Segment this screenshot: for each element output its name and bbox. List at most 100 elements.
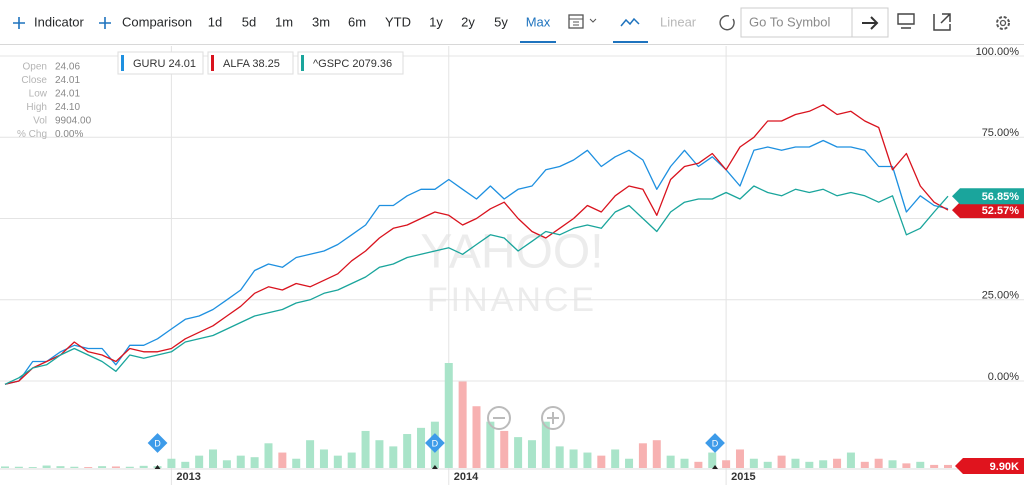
zoom-in[interactable] (541, 406, 565, 430)
event-tick (431, 465, 438, 469)
volume-bar (361, 430, 370, 468)
indicator-button[interactable]: Indicator (34, 14, 85, 29)
volume-bar (111, 466, 120, 468)
popout-icon[interactable] (933, 13, 951, 31)
volume-bar (458, 381, 467, 468)
volume-bar (125, 466, 134, 468)
quote-label: High (26, 102, 47, 113)
scale-toggle[interactable]: Linear (660, 14, 697, 29)
event-marker[interactable] (424, 433, 445, 453)
volume-bar (652, 440, 661, 468)
legend-swatch (211, 55, 214, 71)
volume-bar (527, 440, 536, 468)
range-group: 1d 5d 1m 3m 6m YTD 1y 2y 5y Max (208, 14, 556, 43)
reset-icon[interactable] (719, 15, 735, 31)
zoom-in-icon (547, 412, 559, 424)
comparison-button[interactable]: Comparison (122, 14, 192, 29)
toolbar: Indicator Comparison 1d 5d 1m 3m 6m YTD 1y 2y 5y… (0, 7, 1024, 45)
volume-bar (14, 466, 23, 468)
volume-bar (319, 449, 328, 468)
volume-bar (819, 460, 828, 468)
volume-bar (541, 421, 550, 468)
quote-value: 24.01 (55, 89, 80, 100)
volume-bar (583, 452, 592, 468)
volume-bar (930, 464, 939, 468)
quote-label: Vol (33, 116, 47, 127)
volume-bar (209, 449, 218, 468)
y-tick-label: 100.00% (976, 46, 1020, 58)
volume-bar (472, 406, 481, 468)
legend: GURU 24.01 ALFA 38.25 ^GSPC 2079.36 (117, 51, 404, 75)
zoom-out[interactable] (487, 406, 511, 430)
go-button[interactable] (862, 16, 879, 30)
range-button[interactable]: 2y (461, 14, 475, 29)
volume-bar (70, 466, 79, 468)
volume-bar (569, 449, 578, 468)
volume-bar (944, 464, 952, 468)
legend-name: ALFA (223, 58, 251, 70)
volume-bar (611, 449, 620, 468)
settings-icon[interactable] (996, 16, 1010, 30)
x-tick-label: 2013 (176, 471, 200, 483)
legend-price: 2079.36 (352, 58, 392, 70)
y-tick-label: 25.00% (982, 290, 1020, 302)
x-tick-label: 2014 (454, 471, 479, 483)
volume-bar (805, 461, 814, 468)
volume-bar (56, 466, 65, 468)
range-button[interactable]: Max (526, 14, 551, 29)
volume-bar (278, 452, 287, 468)
volume-bar (860, 461, 869, 468)
volume-bar (1, 466, 9, 468)
range-button[interactable]: 1d (208, 14, 222, 29)
series-line (4, 104, 949, 385)
volume-bar (167, 458, 176, 468)
legend-box[interactable] (207, 51, 294, 75)
event-tick (154, 465, 161, 469)
event-marker[interactable] (705, 433, 725, 453)
quote-value: 24.10 (55, 102, 80, 113)
volume-bar (389, 446, 398, 468)
range-button[interactable]: 3m (312, 14, 330, 29)
quote-label: Close (21, 75, 47, 86)
event-marker[interactable] (147, 433, 168, 453)
series-line (4, 185, 949, 385)
volume-bar (916, 461, 925, 468)
legend-box[interactable] (117, 51, 204, 75)
search-box[interactable] (740, 7, 889, 38)
range-button[interactable]: YTD (385, 14, 411, 29)
volume-bar (444, 363, 453, 468)
range-button[interactable]: 5d (242, 14, 256, 29)
line-chart-icon[interactable] (620, 17, 640, 27)
calendar-icon[interactable] (568, 14, 597, 29)
volume-bar (375, 440, 384, 468)
print-icon[interactable] (897, 13, 915, 29)
volume-bar (98, 466, 107, 468)
volume-bar (888, 460, 897, 468)
volume-bar (236, 455, 245, 468)
volume-bar (417, 427, 426, 468)
range-button[interactable]: 1m (275, 14, 293, 29)
end-badge (952, 202, 1024, 219)
x-tick-label: 2015 (731, 471, 755, 483)
volume-bar (42, 465, 51, 468)
range-button[interactable]: 6m (348, 14, 366, 29)
range-button[interactable]: 1y (429, 14, 443, 29)
volume-bar (333, 455, 342, 468)
volume-bar (28, 467, 37, 468)
event-label: D (154, 438, 161, 448)
volume-bar (306, 440, 315, 468)
volume-bar (902, 463, 911, 468)
legend-entry: ALFA 38.25 (223, 58, 280, 70)
volume-bar (680, 458, 689, 468)
legend-box[interactable] (297, 51, 404, 75)
end-badge (952, 188, 1024, 205)
quote-value: 9904.00 (55, 116, 92, 127)
range-button[interactable]: 5y (494, 14, 508, 29)
series-line (4, 139, 949, 385)
volume-bar (666, 455, 675, 468)
volume-bar (694, 461, 703, 468)
volume-bar (347, 452, 356, 468)
